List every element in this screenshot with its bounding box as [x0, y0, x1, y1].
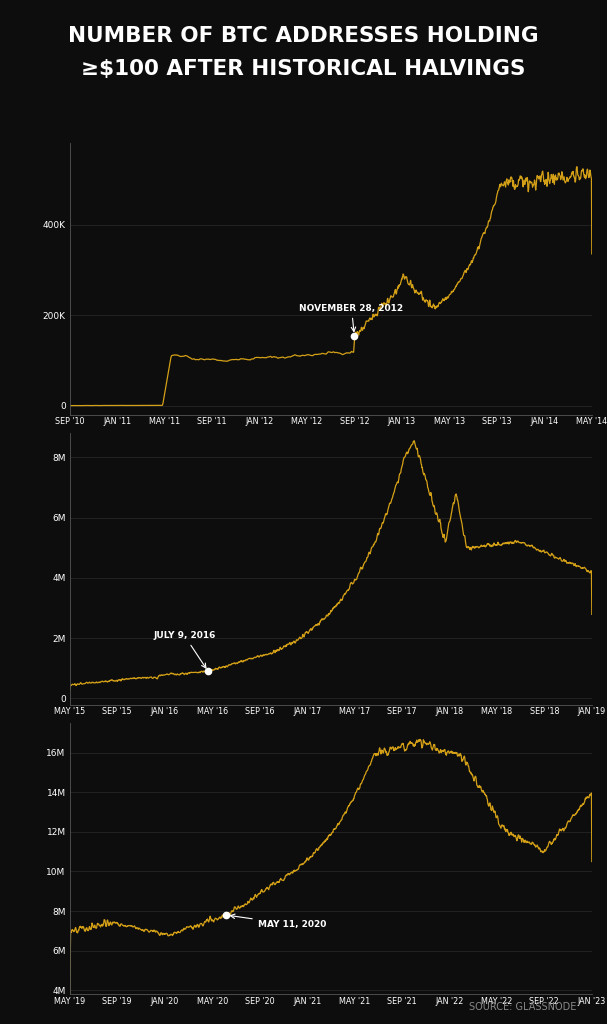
Text: SOURCE: GLASSNODE: SOURCE: GLASSNODE	[469, 1001, 577, 1012]
Text: MAY 11, 2020: MAY 11, 2020	[231, 914, 326, 929]
Text: NUMBER OF BTC ADDRESSES HOLDING: NUMBER OF BTC ADDRESSES HOLDING	[68, 26, 539, 46]
Text: ≥$100 AFTER HISTORICAL HALVINGS: ≥$100 AFTER HISTORICAL HALVINGS	[81, 59, 526, 80]
Text: NOVEMBER 28, 2012: NOVEMBER 28, 2012	[299, 304, 404, 332]
Text: JULY 9, 2016: JULY 9, 2016	[154, 631, 215, 668]
